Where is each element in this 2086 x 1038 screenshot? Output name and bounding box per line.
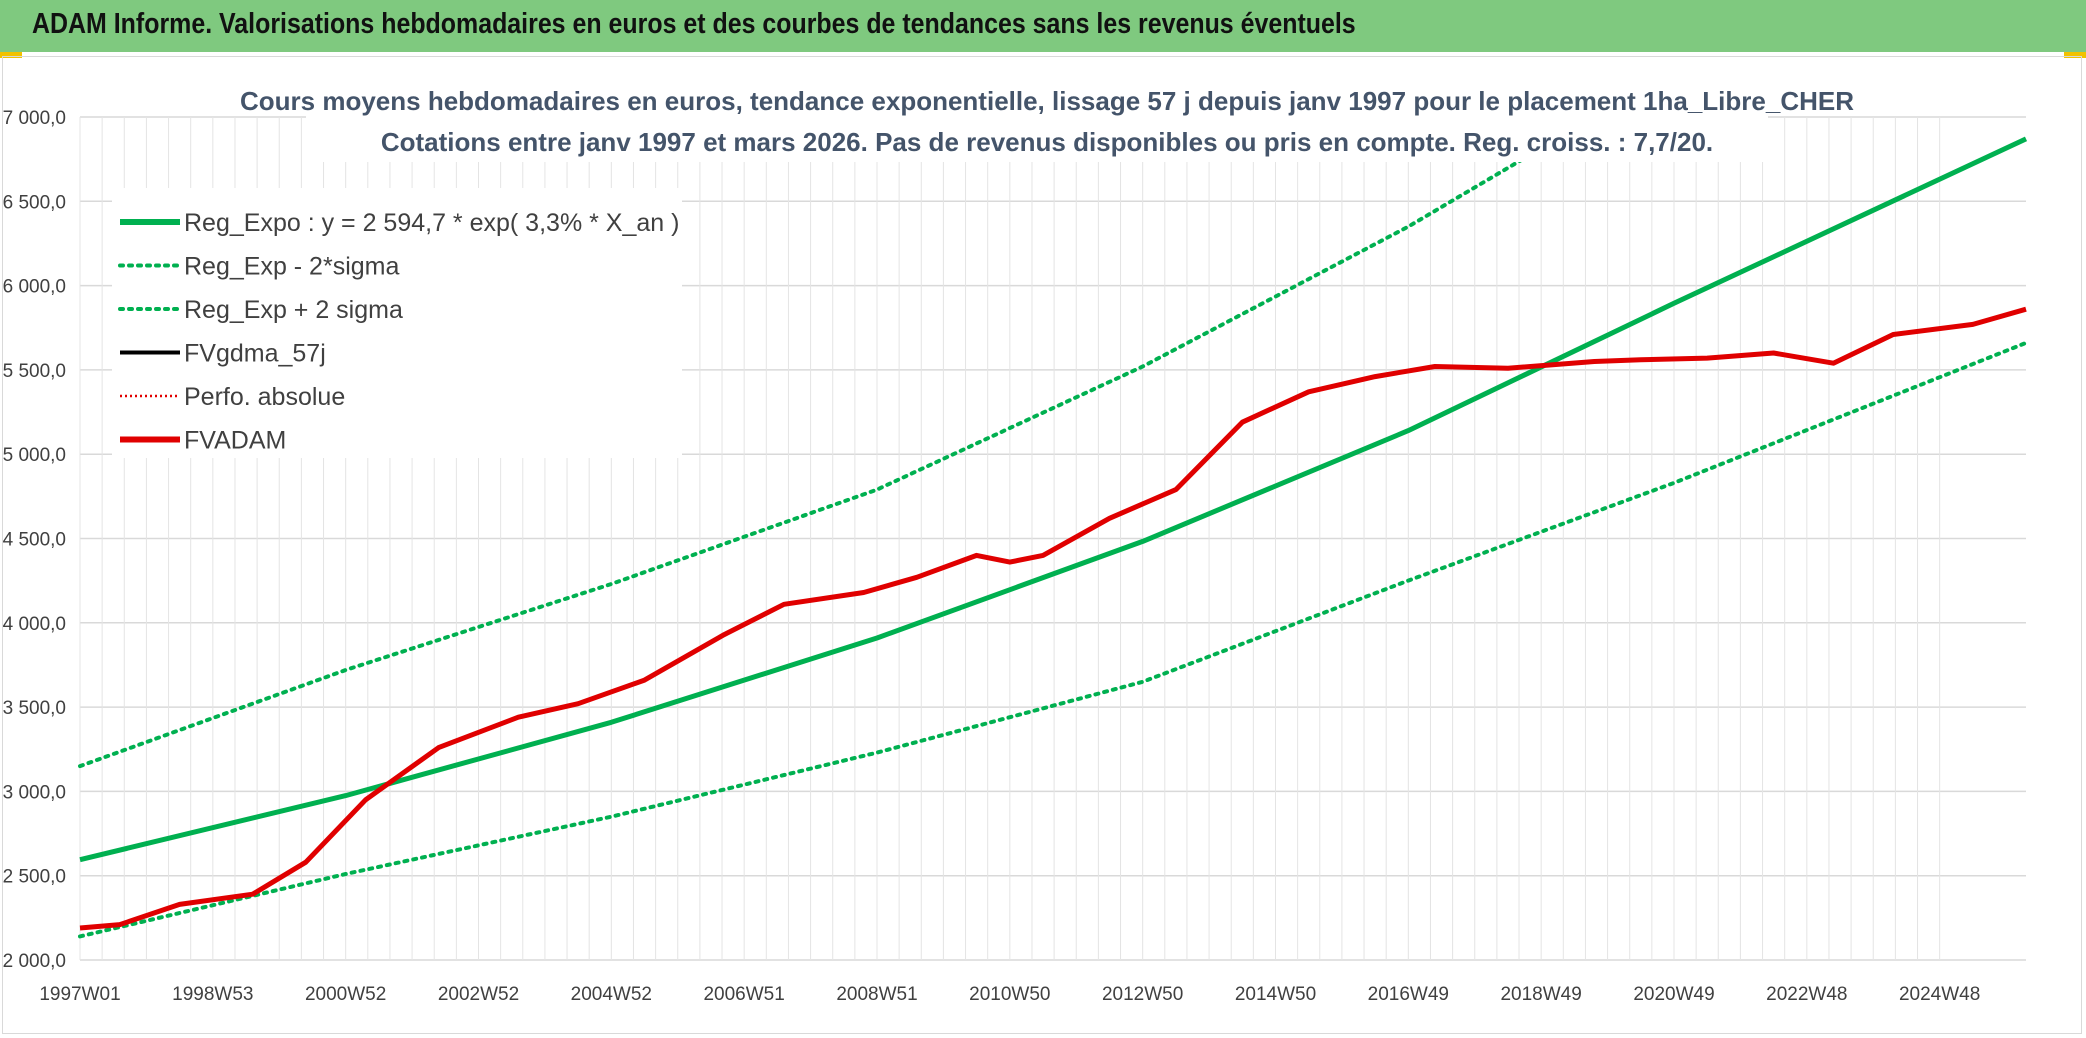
y-tick-label: 2 500,0 [3, 867, 66, 888]
legend-item: FVgdma_57j [120, 340, 326, 368]
legend-label: Perfo. absolue [184, 383, 345, 411]
subtitle-background [306, 82, 1768, 162]
series-line-3 [79, 306, 2027, 931]
series-line-2 [78, 115, 1597, 769]
legend: Reg_Expo : y = 2 594,7 * exp( 3,3% * X_a… [112, 188, 682, 458]
chart-subtitle-line1: Cours moyens hebdomadaires en euros, ten… [240, 86, 1854, 116]
series-lines [78, 115, 2028, 939]
report-title: ADAM Informe. Valorisations hebdomadaire… [32, 8, 1356, 40]
y-tick-label: 5 500,0 [3, 361, 66, 382]
y-tick-label: 6 000,0 [3, 277, 66, 298]
y-axis-ticks: 2 000,0 2 500,0 3 000,0 3 500,0 4 000,0 4 500… [3, 108, 66, 972]
y-tick-label: 4 000,0 [3, 614, 66, 635]
y-tick-label: 3 000,0 [3, 782, 66, 803]
legend-label: Reg_Exp + 2 sigma [184, 296, 403, 324]
legend-item: Reg_Exp + 2 sigma [118, 296, 403, 324]
x-tick-label: 2000W52 [305, 984, 386, 1005]
x-tick-label: 1997W01 [39, 984, 120, 1005]
banner-corner-right [2064, 52, 2086, 58]
y-tick-label: 2 000,0 [3, 951, 66, 972]
x-tick-label: 2016W49 [1368, 984, 1449, 1005]
x-tick-label: 2006W51 [703, 984, 784, 1005]
series-line-1 [78, 340, 2028, 939]
x-tick-label: 2014W50 [1235, 984, 1316, 1005]
legend-item: FVADAM [120, 427, 286, 455]
y-tick-label: 5 000,0 [3, 445, 66, 466]
banner-corner-left [0, 52, 22, 58]
x-axis-ticks: 1997W01 1998W53 2000W52 2002W52 2004W52 2006W… [39, 984, 1980, 1005]
y-tick-label: 3 500,0 [3, 698, 66, 719]
x-tick-label: 2022W48 [1766, 984, 1847, 1005]
legend-label: Reg_Exp - 2*sigma [184, 253, 399, 281]
chart-frame [2, 56, 2082, 1034]
legend-label: FVgdma_57j [184, 340, 326, 368]
y-tick-label: 6 500,0 [3, 192, 66, 213]
chart-subtitle-line2: Cotations entre janv 1997 et mars 2026. … [381, 127, 1713, 157]
x-tick-label: 2008W51 [836, 984, 917, 1005]
x-tick-label: 2020W49 [1633, 984, 1714, 1005]
legend-background [112, 188, 682, 458]
y-tick-label: 4 500,0 [3, 530, 66, 551]
y-tick-label: 7 000,0 [3, 108, 66, 129]
grid-lines [79, 116, 2026, 961]
x-tick-label: 2012W50 [1102, 984, 1183, 1005]
legend-label: Reg_Expo : y = 2 594,7 * exp( 3,3% * X_a… [184, 209, 679, 237]
x-tick-label: 1998W53 [172, 984, 253, 1005]
x-tick-label: 2010W50 [969, 984, 1050, 1005]
x-tick-label: 2018W49 [1500, 984, 1581, 1005]
legend-item: Reg_Exp - 2*sigma [118, 253, 399, 281]
x-tick-label: 2002W52 [438, 984, 519, 1005]
legend-label: FVADAM [184, 427, 286, 455]
x-tick-label: 2024W48 [1899, 984, 1980, 1005]
legend-item: Reg_Expo : y = 2 594,7 * exp( 3,3% * X_a… [120, 209, 679, 237]
legend-item: Perfo. absolue [120, 383, 345, 411]
report-banner: ADAM Informe. Valorisations hebdomadaire… [0, 0, 2086, 52]
x-tick-label: 2004W52 [571, 984, 652, 1005]
